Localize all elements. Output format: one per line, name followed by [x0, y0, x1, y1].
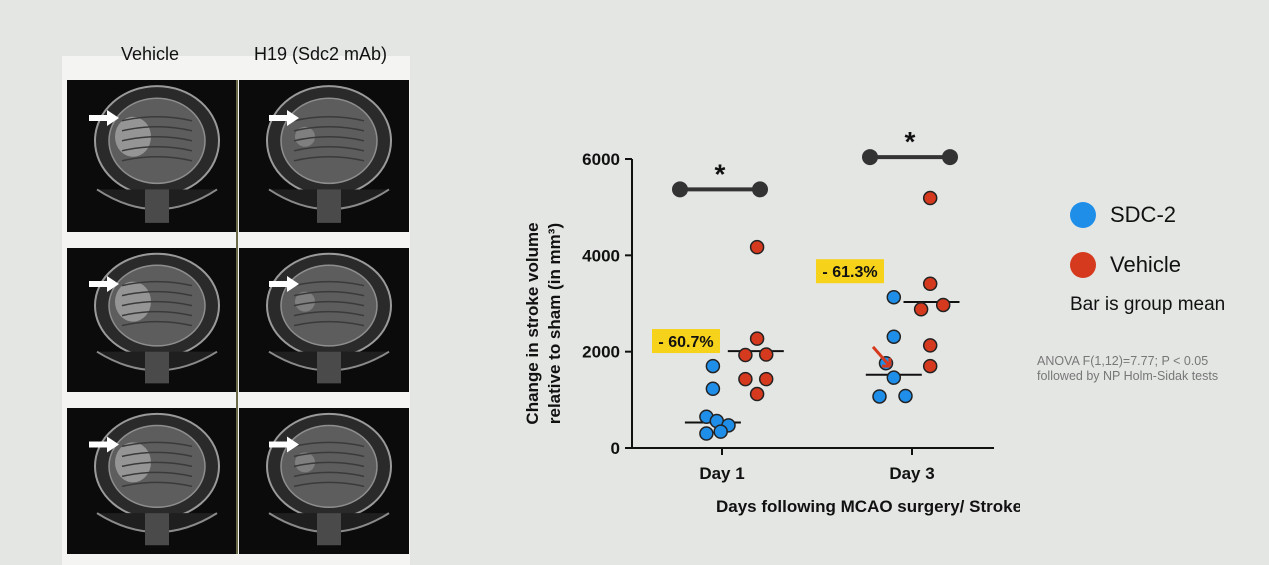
x-axis-label: Days following MCAO surgery/ Stroke: [716, 497, 1020, 516]
y-axis-label-line-2: relative to sham (in mm³): [545, 223, 564, 424]
significance-bar-end: [942, 149, 958, 166]
y-tick-label: 2000: [582, 343, 620, 362]
significance-marker: *: [715, 158, 726, 189]
stats-line-1: ANOVA F(1,12)=7.77; P < 0.05: [1037, 354, 1209, 368]
data-point-vehicle: [758, 371, 774, 387]
data-point-sdc-2: [886, 329, 902, 344]
data-point-sdc-2: [886, 370, 902, 385]
data-point-sdc-2: [705, 358, 721, 374]
chart-legend: SDC-2 Vehicle Bar is group mean: [1070, 190, 1225, 316]
data-point-vehicle: [922, 358, 938, 374]
data-point-vehicle: [749, 239, 765, 255]
data-point-vehicle: [738, 371, 753, 387]
y-tick-label: 0: [611, 439, 620, 458]
significance-bar-end: [672, 181, 688, 198]
significance-bar-end: [752, 181, 768, 198]
percent-change-highlight: [816, 259, 884, 284]
x-tick-label: Day 3: [889, 464, 934, 483]
y-axis-label-line-1: Change in stroke volume: [523, 222, 542, 424]
legend-note: Bar is group mean: [1070, 294, 1226, 315]
treatment-mri-scan-1: [239, 80, 409, 232]
vehicle-mri-scan-3: [67, 408, 237, 554]
data-point-sdc-2: [713, 424, 728, 439]
pointer-arrow-icon: [871, 345, 892, 368]
statistics-note: ANOVA F(1,12)=7.77; P < 0.05 followed by…: [1037, 354, 1218, 384]
vehicle-mri-scan-2: [67, 248, 237, 392]
data-point-vehicle: [749, 386, 765, 402]
legend-item-vehicle: Vehicle: [1070, 240, 1225, 290]
legend-marker-sdc2: [1070, 202, 1096, 228]
percent-change-highlight: [652, 329, 720, 354]
data-point-vehicle: [749, 331, 765, 346]
lesion-arrow-icon: [269, 276, 299, 292]
lesion-arrow-icon: [89, 276, 119, 292]
data-point-vehicle: [935, 297, 951, 313]
image-column-divider: [236, 80, 238, 554]
vehicle-column-label: Vehicle: [121, 44, 180, 64]
y-tick-label: 4000: [582, 246, 620, 265]
data-point-vehicle: [922, 190, 938, 206]
percent-change-label: - 61.3%: [822, 264, 877, 281]
treatment-column-label: H19 (Sdc2 mAb): [254, 44, 388, 64]
legend-label-sdc2: SDC-2: [1110, 202, 1177, 227]
data-point-sdc-2: [705, 381, 721, 397]
data-point-sdc-2: [872, 389, 887, 404]
data-point-vehicle: [922, 276, 938, 292]
data-point-vehicle: [738, 347, 753, 363]
legend-marker-vehicle: [1070, 252, 1096, 278]
lesion-arrow-icon: [89, 436, 119, 453]
percent-change-label: - 60.7%: [658, 334, 713, 351]
treatment-mri-scan-2: [239, 248, 409, 392]
lesion-arrow-icon: [269, 110, 299, 126]
significance-bar-end: [862, 149, 878, 166]
data-point-sdc-2: [886, 289, 902, 305]
data-point-vehicle: [758, 347, 774, 362]
data-point-sdc-2: [898, 388, 913, 404]
y-tick-label: 6000: [582, 150, 620, 169]
lesion-arrow-icon: [269, 436, 299, 453]
lesion-arrow-icon: [89, 110, 119, 126]
data-point-vehicle: [913, 302, 929, 317]
legend-label-vehicle: Vehicle: [1110, 252, 1181, 277]
legend-item-sdc2: SDC-2: [1070, 190, 1225, 240]
stroke-volume-chart: 0 2000 4000 6000 Day 1 Day 3 Days following MC…: [523, 126, 1020, 516]
stats-line-2: followed by NP Holm-Sidak tests: [1037, 369, 1219, 383]
x-tick-label: Day 1: [699, 464, 744, 483]
vehicle-mri-scan-1: [67, 80, 237, 232]
significance-marker: *: [905, 126, 916, 157]
data-point-sdc-2: [699, 426, 714, 441]
treatment-mri-scan-3: [239, 408, 409, 554]
data-point-vehicle: [922, 338, 938, 353]
